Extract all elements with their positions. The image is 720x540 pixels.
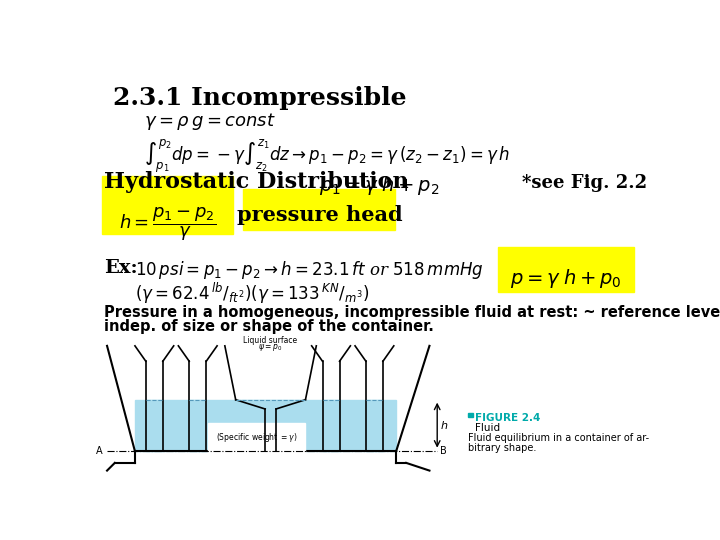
Text: (Specific weight $= \gamma$): (Specific weight $= \gamma$): [216, 431, 297, 444]
Text: $\gamma =\rho\, g = const$: $\gamma =\rho\, g = const$: [144, 111, 276, 132]
Text: $p_1 = \gamma\; h + p_2$: $p_1 = \gamma\; h + p_2$: [319, 174, 439, 197]
Text: *see Fig. 2.2: *see Fig. 2.2: [523, 174, 647, 192]
FancyBboxPatch shape: [498, 247, 634, 292]
Text: B: B: [441, 446, 447, 456]
Text: $h = \dfrac{p_1 - p_2}{\gamma}$: $h = \dfrac{p_1 - p_2}{\gamma}$: [119, 205, 216, 242]
Text: Liquid surface: Liquid surface: [243, 336, 297, 345]
Text: pressure head: pressure head: [237, 205, 402, 225]
Polygon shape: [135, 400, 396, 451]
Text: Hydrostatic Distribution: Hydrostatic Distribution: [104, 171, 408, 193]
Text: $\int_{p_1}^{p_2} dp = -\gamma \int_{z_2}^{z_1} dz \rightarrow p_1 - p_2 = \gamm: $\int_{p_1}^{p_2} dp = -\gamma \int_{z_2…: [144, 138, 510, 175]
FancyBboxPatch shape: [468, 413, 473, 417]
Text: 2.3.1 Incompressible: 2.3.1 Incompressible: [113, 86, 407, 110]
Text: A: A: [96, 446, 102, 456]
Text: indep. of size or shape of the container.: indep. of size or shape of the container…: [104, 319, 434, 334]
Text: FIGURE 2.4: FIGURE 2.4: [475, 413, 541, 423]
Text: $\psi = p_0$: $\psi = p_0$: [258, 342, 282, 353]
Text: Fluid: Fluid: [475, 423, 500, 433]
Text: Ex:: Ex:: [104, 259, 138, 277]
Text: $p = \gamma\; h + p_0$: $p = \gamma\; h + p_0$: [510, 267, 621, 289]
Text: $(\gamma = 62.4\,^{lb}/_{ft^2})(\gamma = 133\,^{KN}/_{m^3})$: $(\gamma = 62.4\,^{lb}/_{ft^2})(\gamma =…: [135, 280, 369, 306]
Text: Fluid equilibrium in a container of ar-: Fluid equilibrium in a container of ar-: [468, 433, 649, 443]
FancyBboxPatch shape: [102, 176, 233, 234]
Polygon shape: [235, 400, 305, 409]
Text: bitrary shape.: bitrary shape.: [468, 443, 536, 453]
Text: $10\,psi = p_1 - p_2 \rightarrow h = 23.1\,ft$ or $518\,mmHg$: $10\,psi = p_1 - p_2 \rightarrow h = 23.…: [135, 259, 484, 281]
FancyBboxPatch shape: [243, 189, 395, 231]
Text: h: h: [441, 421, 448, 430]
Text: Pressure in a homogeneous, incompressible fluid at rest: ~ reference level,: Pressure in a homogeneous, incompressibl…: [104, 305, 720, 320]
Polygon shape: [265, 409, 276, 451]
